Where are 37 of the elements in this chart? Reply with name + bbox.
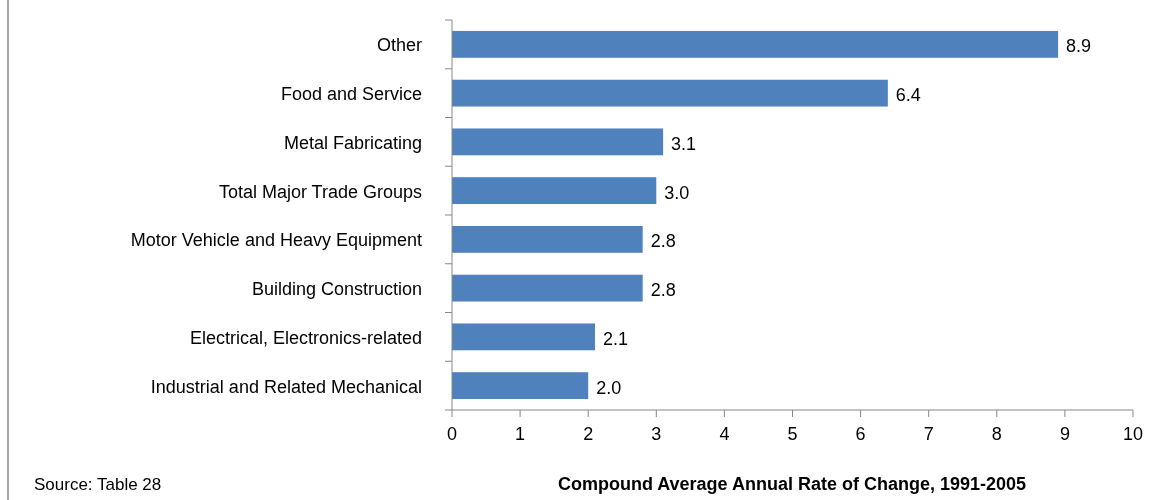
bar (452, 323, 596, 351)
x-tick-label: 10 (1122, 424, 1144, 444)
data-label: 3.1 (671, 133, 697, 154)
x-tick-label: 6 (855, 424, 866, 444)
data-label: 3.0 (664, 182, 690, 203)
x-tick-label: 3 (651, 424, 662, 444)
data-label: 2.8 (650, 231, 676, 252)
bar (452, 372, 589, 400)
y-tick-label: Electrical, Electronics-related (189, 327, 422, 348)
x-tick-label: 5 (787, 424, 798, 444)
x-tick-label: 8 (991, 424, 1002, 444)
data-label: 8.9 (1066, 36, 1092, 57)
x-tick-label: 4 (719, 424, 730, 444)
x-tick-label: 2 (583, 424, 594, 444)
y-tick-label: Total Major Trade Groups (218, 181, 422, 202)
bar (452, 225, 643, 253)
y-tick-label: Building Construction (251, 279, 422, 300)
data-label: 2.0 (596, 377, 622, 398)
data-label: 6.4 (895, 85, 921, 106)
bar (452, 79, 888, 107)
x-tick-label: 0 (446, 424, 458, 444)
bar (452, 30, 1059, 58)
bar (452, 177, 657, 205)
source-note: Source: Table 28 (34, 475, 162, 494)
bar (452, 128, 664, 156)
data-label: 2.1 (603, 328, 629, 349)
y-tick-label: Motor Vehicle and Heavy Equipment (130, 230, 422, 251)
data-label: 2.8 (650, 280, 676, 301)
y-tick-label: Metal Fabricating (283, 132, 422, 153)
x-tick-label: 1 (515, 424, 526, 444)
y-tick-label: Food and Service (280, 84, 422, 105)
y-tick-label: Other (376, 35, 422, 56)
bar (452, 274, 643, 302)
x-tick-label: 7 (923, 424, 934, 444)
y-tick-label: Industrial and Related Mechanical (150, 376, 422, 397)
x-tick-label: 9 (1059, 424, 1070, 444)
x-axis-title: Compound Average Annual Rate of Change, 1991-2005 (557, 474, 1027, 494)
